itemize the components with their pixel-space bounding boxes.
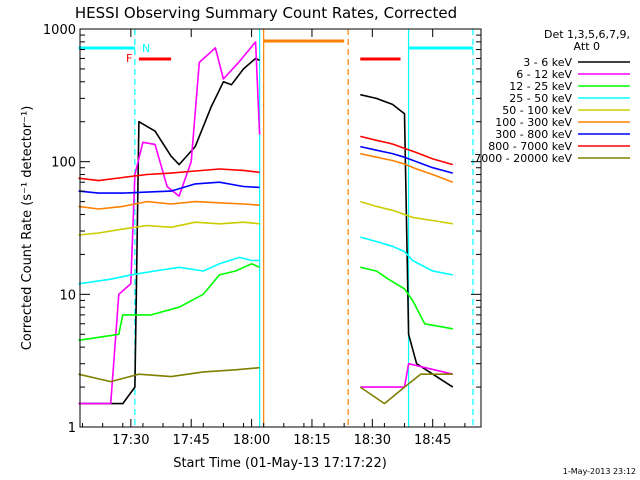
flag-label-n: N	[142, 42, 150, 55]
series-line-6-12-kev-after-gap	[360, 362, 453, 388]
legend-label-6-12-kev: 6 - 12 keV	[516, 68, 572, 81]
x-tick-label-18-45: 18:45	[414, 433, 451, 448]
series-line-50-100-kev	[78, 221, 260, 236]
legend-label-300-800-kev: 300 - 800 keV	[495, 128, 572, 141]
series-line-12-25-kev-after-gap	[360, 266, 453, 330]
plot-area: 17:30 17:45 18:00 18:15 18:30 18:45 1 10 100 1000…	[43, 23, 482, 448]
legend-label-50-100-kev: 50 - 100 keV	[502, 104, 572, 117]
timestamp: 1-May-2013 23:12	[563, 467, 636, 476]
y-tick-label-100: 100	[51, 156, 76, 171]
series-line-25-50-kev	[78, 256, 260, 285]
series-line-800-7000-kev	[78, 168, 260, 182]
legend-label-7000-20000-kev: 7000 - 20000 keV	[474, 152, 572, 165]
x-tick-label-18-00: 18:00	[233, 433, 270, 448]
series-line-800-7000-kev-after-gap	[360, 135, 454, 166]
legend-title: Det 1,3,5,6,7,9,	[544, 28, 630, 41]
series-line-7000-20000-kev-after-gap	[359, 373, 453, 405]
series-line-7000-20000-kev	[78, 366, 260, 383]
y-tick-label-1: 1	[68, 421, 76, 436]
y-axis-label: Corrected Count Rate (s⁻¹ detector⁻¹)	[20, 106, 35, 351]
legend-label-12-25-kev: 12 - 25 keV	[509, 80, 572, 93]
series-line-3-6-kev	[78, 57, 260, 405]
legend-label-100-300-kev: 100 - 300 keV	[495, 116, 572, 129]
series-line-300-800-kev	[78, 181, 260, 194]
x-tick-label-17-45: 17:45	[172, 433, 209, 448]
flag-layer	[78, 39, 473, 61]
series-line-100-300-kev-after-gap	[360, 152, 454, 183]
x-tick-label-18-30: 18:30	[354, 433, 391, 448]
legend-label-25-50-kev: 25 - 50 keV	[509, 92, 572, 105]
series-layer	[78, 41, 454, 405]
series-line-100-300-kev	[78, 200, 260, 210]
series-line-12-25-kev	[78, 262, 260, 342]
chart-title: HESSI Observing Summary Count Rates, Cor…	[75, 4, 457, 22]
y-tick-label-1000: 1000	[43, 23, 76, 38]
legend-subtitle: Att 0	[574, 40, 600, 53]
x-tick-label-18-15: 18:15	[293, 433, 330, 448]
flag-label-f: F	[126, 52, 132, 65]
legend-label-800-7000-kev: 800 - 7000 keV	[488, 140, 572, 153]
series-line-25-50-kev-after-gap	[360, 236, 453, 276]
series-line-50-100-kev-after-gap	[360, 200, 453, 225]
series-line-300-800-kev-after-gap	[360, 145, 454, 174]
legend-label-3-6-kev: 3 - 6 keV	[523, 56, 572, 69]
y-tick-label-10: 10	[59, 288, 76, 303]
x-tick-label-17-30: 17:30	[112, 433, 149, 448]
x-axis-label: Start Time (01-May-13 17:17:22)	[173, 456, 387, 471]
series-line-3-6-kev-after-gap	[360, 93, 454, 388]
plot-frame	[79, 28, 482, 428]
tick-layer: 17:30 17:45 18:00 18:15 18:30 18:45 1 10 100 1000	[43, 23, 481, 448]
